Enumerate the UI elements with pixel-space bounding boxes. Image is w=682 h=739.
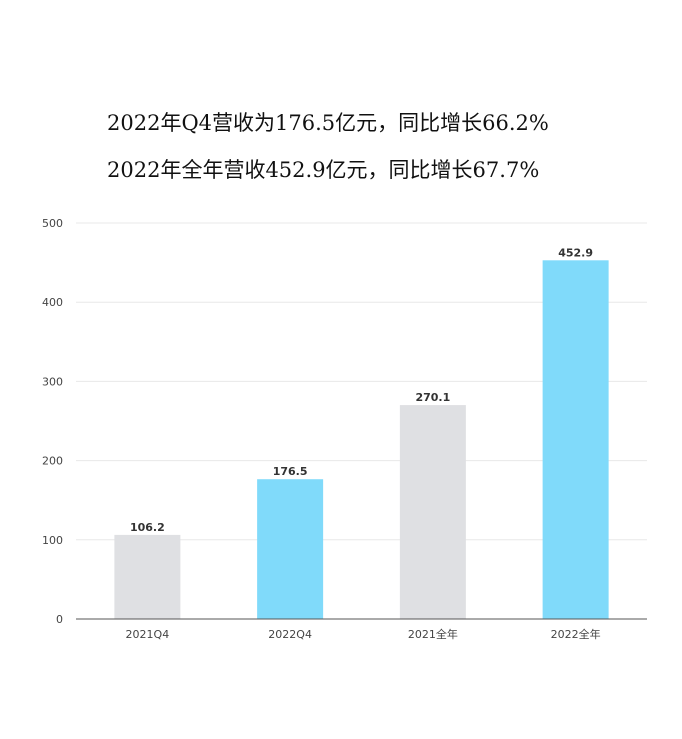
headline-line-2: 2022年全年营收452.9亿元，同比增长67.7%	[107, 158, 540, 182]
value-label: 270.1	[415, 391, 450, 404]
y-tick-label: 500	[42, 217, 63, 230]
bar-2021Q4	[114, 534, 181, 619]
value-label: 452.9	[558, 246, 593, 259]
category-label: 2022全年	[551, 627, 601, 641]
value-label: 176.5	[273, 465, 308, 478]
bar-2021全年	[399, 405, 466, 619]
headline-line-1: 2022年Q4营收为176.5亿元，同比增长66.2%	[107, 111, 549, 135]
category-label: 2021全年	[408, 627, 458, 641]
x-axis-categories: 2021Q4 2022Q4 2021全年 2022全年	[126, 627, 601, 641]
bar-2022全年	[542, 260, 609, 619]
category-label: 2021Q4	[126, 628, 170, 641]
y-tick-label: 300	[42, 375, 63, 388]
y-tick-label: 0	[56, 613, 63, 626]
y-axis-ticks: 0 100 200 300 400 500	[42, 217, 63, 626]
y-tick-label: 200	[42, 455, 63, 468]
bar-2022Q4	[257, 479, 324, 619]
value-label: 106.2	[130, 521, 165, 534]
category-label: 2022Q4	[268, 628, 312, 641]
bars	[114, 260, 609, 619]
value-labels: 106.2 176.5 270.1 452.9	[130, 246, 593, 534]
y-tick-label: 100	[42, 534, 63, 547]
y-tick-label: 400	[42, 296, 63, 309]
